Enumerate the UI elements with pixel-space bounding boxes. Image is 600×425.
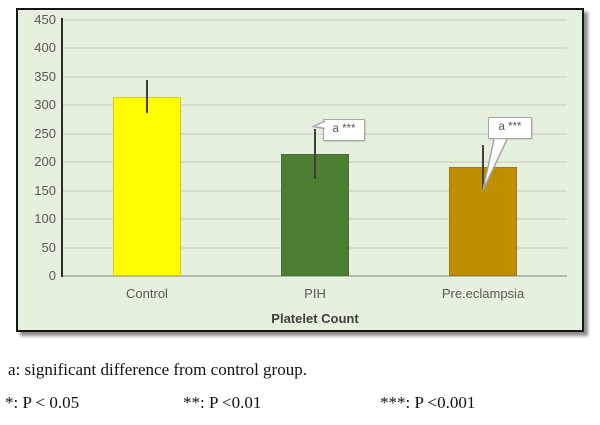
- platelet-count-bar-chart: 0 50 100 150 200 250 300 350 400 450 Control PIH Pre…: [16, 8, 584, 332]
- y-tick-label-300: 300: [34, 97, 56, 113]
- y-tick-label-450: 450: [34, 12, 56, 27]
- x-tick-label-control: Control: [126, 286, 168, 301]
- y-tick-label-400: 400: [34, 40, 56, 56]
- y-tick-label-100: 100: [34, 211, 56, 227]
- y-tick-label-350: 350: [34, 68, 56, 84]
- significance-callout-pih: a ***: [323, 119, 365, 141]
- significance-callout-pih-label: a ***: [332, 123, 356, 135]
- error-bar-pre-eclampsia: [482, 144, 484, 191]
- gridline-300: [63, 104, 567, 107]
- bar-control: [113, 97, 181, 276]
- footnote-p-001: **: P <0.01: [183, 393, 262, 412]
- y-tick-label-250: 250: [34, 125, 56, 141]
- x-axis-title: Platelet Count: [271, 311, 359, 326]
- plot-area: 0 50 100 150 200 250 300 350 400 450 Control PIH Pre…: [18, 10, 582, 330]
- error-bar-control: [146, 80, 148, 114]
- x-tick-label-pre-eclampsia: Pre.eclampsia: [441, 286, 525, 301]
- significance-callout-preeclampsia: a ***: [488, 117, 532, 139]
- y-axis-line: [61, 18, 63, 277]
- gridline-450: [63, 19, 567, 21]
- significance-callout-preeclampsia-label: a ***: [498, 121, 522, 133]
- y-tick-label-200: 200: [34, 154, 56, 170]
- y-tick-label-150: 150: [34, 182, 56, 198]
- footnote-p-0001: ***: P <0.001: [380, 393, 476, 412]
- x-tick-label-pih: PIH: [304, 286, 326, 301]
- y-tick-label-0: 0: [48, 268, 56, 283]
- x-axis-line: [63, 275, 567, 277]
- error-bar-pih: [314, 129, 316, 179]
- gridline-350: [63, 75, 567, 78]
- footnote-significance-note: a: significant difference from control g…: [8, 360, 307, 379]
- y-tick-label-50: 50: [41, 239, 56, 255]
- gridline-400: [63, 47, 567, 50]
- footnote-p-005: *: P < 0.05: [5, 393, 80, 412]
